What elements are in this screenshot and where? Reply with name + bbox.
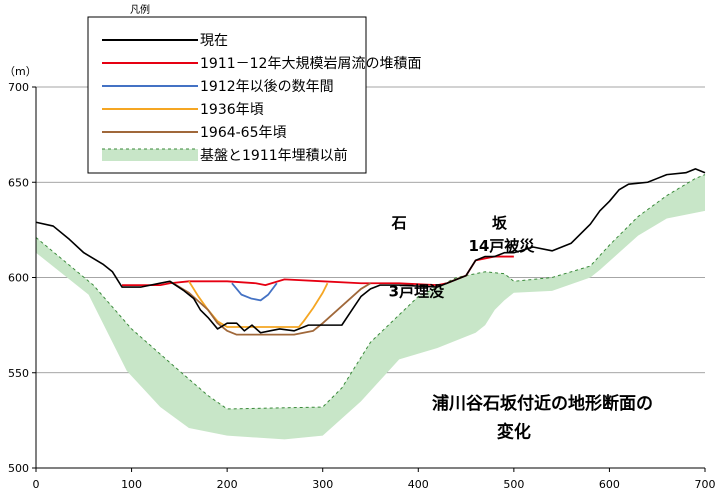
x-tick-label: 600 [599,478,620,491]
x-tick-label: 500 [503,478,524,491]
x-tick-label: 200 [217,478,238,491]
bedrock-band-layer [35,174,706,440]
annotation-5: 浦川谷石坂付近の地形断面の [432,393,653,414]
y-tick-label: 500 [8,462,29,475]
annotation-2: 坂 [492,214,508,232]
series-line-3 [188,280,329,328]
x-tick-label: 700 [695,478,716,491]
unit-label: （m） [4,65,37,78]
annotation-6: 変化 [497,422,531,443]
x-tick-label: 400 [408,478,429,491]
y-tick-label: 650 [8,176,29,189]
series-layer [35,168,706,336]
x-tick-label: 100 [121,478,142,491]
legend-title: 凡例 [130,3,150,16]
x-tick-label: 0 [33,478,40,491]
legend-swatch-band [102,149,198,161]
annotation-4: 3戸埋没 [389,283,445,301]
annotation-3: 14戸被災 [468,237,535,255]
y-tick-label: 600 [8,272,29,285]
x-tick-label: 300 [312,478,333,491]
annotation-1: 石 [391,214,407,232]
legend-label-4: 1936年頃 [200,102,264,118]
series-line-2 [231,282,278,302]
legend-label-3: 1912年以後の数年間 [200,79,334,95]
y-tick-label: 550 [8,367,29,380]
bedrock-band-edge [35,174,706,410]
legend-label-5: 1964-65年頃 [200,125,287,141]
legend-label-6: 基盤と1911年埋積以前 [200,147,348,164]
bedrock-band [36,174,705,440]
axes-layer: 0 100 200 300 400 500 600 700 500 550 600 650 700 （m） [4,65,716,491]
series-line-5 [35,168,706,334]
legend-label-1: 現在 [200,33,228,49]
y-tick-label: 700 [8,81,29,94]
legend-box [87,16,367,174]
legend-label-2: 1911－12年大規模岩屑流の堆積面 [200,56,421,72]
series-line-4 [169,280,371,336]
